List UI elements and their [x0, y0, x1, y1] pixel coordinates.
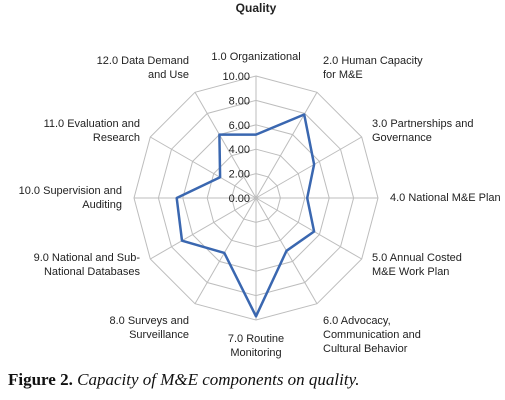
tick-labels: 0.00 2.00 4.00 6.00 8.00 10.00: [222, 71, 250, 205]
radar-chart: Quality 0.00 2.00 4.00 6.00 8.00 10.00 1.0 Or…: [19, 1, 501, 359]
axis-label: 10.0 Supervision and Auditing: [19, 185, 122, 211]
tick-label: 10.00: [222, 71, 250, 83]
tick-label: 2.00: [229, 169, 250, 181]
axis-label: 7.0 Routine Monitoring: [228, 333, 284, 359]
grid-spoke: [255, 197, 362, 260]
caption-label: Figure 2.: [8, 370, 73, 389]
grid-spoke: [194, 197, 257, 304]
data-series: [175, 113, 316, 318]
axis-label: 9.0 National and Sub-National Databases: [34, 252, 141, 278]
figure-caption: Figure 2. Capacity of M&E components on …: [8, 370, 359, 390]
tick-label: 0.00: [229, 193, 250, 205]
axis-label: 8.0 Surveys and Surveillance: [110, 315, 190, 341]
grid-spoke: [194, 92, 257, 199]
axis-labels: 1.0 Organizational 2.0 Human Capacity for …: [19, 51, 501, 359]
axis-label: 6.0 Advocacy, Communication and Cultural B…: [323, 315, 421, 355]
chart-title: Quality: [236, 1, 277, 15]
axis-label: 2.0 Human Capacity for M&E: [323, 55, 423, 81]
grid-spoke: [150, 197, 257, 260]
grid: [133, 75, 379, 321]
axis-label: 3.0 Partnerships and Governance: [372, 118, 474, 144]
axis-label: 12.0 Data Demand and Use: [97, 55, 189, 81]
tick-label: 8.00: [229, 95, 250, 107]
axis-label: 1.0 Organizational: [211, 51, 300, 63]
grid-spoke: [150, 136, 257, 199]
tick-label: 4.00: [229, 144, 250, 156]
grid-spoke: [255, 92, 318, 199]
caption-text: Capacity of M&E components on quality.: [77, 370, 360, 389]
axis-label: 11.0 Evaluation and Research: [44, 118, 140, 144]
axis-label: 5.0 Annual Costed M&E Work Plan: [372, 252, 462, 278]
axis-label: 4.0 National M&E Plan: [390, 192, 501, 204]
grid-spoke: [255, 136, 362, 199]
tick-label: 6.00: [229, 120, 250, 132]
